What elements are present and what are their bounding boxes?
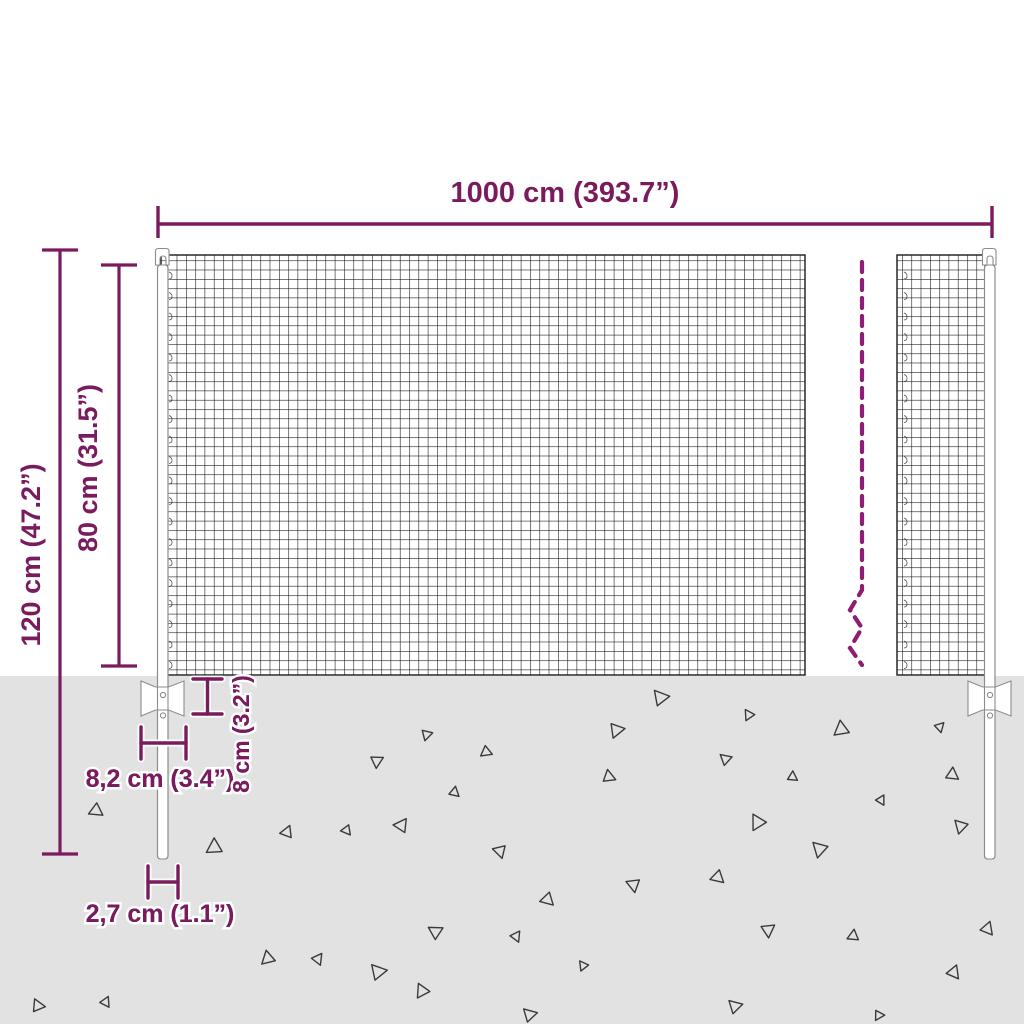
svg-text:2,7 cm (1.1”): 2,7 cm (1.1”) [86, 900, 235, 928]
svg-text:8,2 cm (3.4”): 8,2 cm (3.4”) [86, 765, 235, 793]
svg-text:120 cm (47.2”): 120 cm (47.2”) [16, 463, 46, 646]
svg-text:8 cm (3.2”): 8 cm (3.2”) [228, 675, 254, 793]
svg-text:80 cm (31.5”): 80 cm (31.5”) [73, 384, 103, 552]
svg-text:1000 cm (393.7”): 1000 cm (393.7”) [451, 177, 680, 209]
